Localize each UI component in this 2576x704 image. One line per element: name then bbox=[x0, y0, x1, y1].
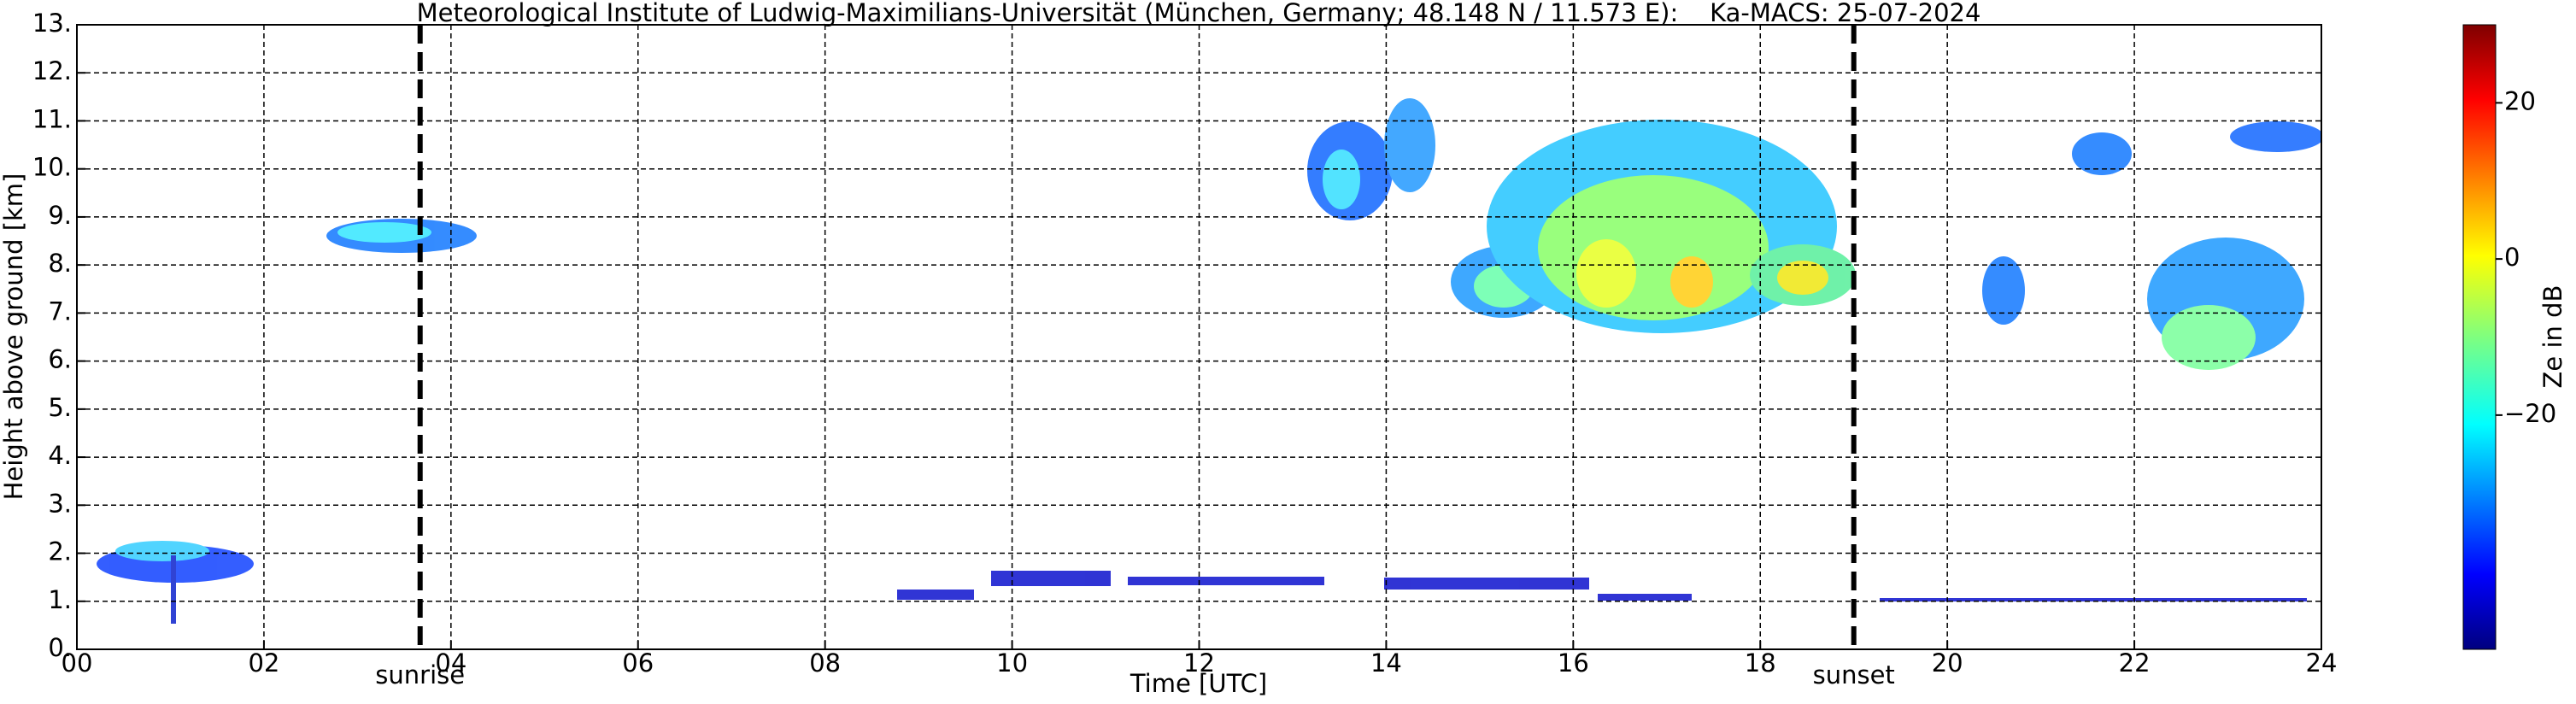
y-tick-label: 12. bbox=[32, 56, 72, 85]
colorbar-tick-label: −20 bbox=[2504, 399, 2556, 428]
y-tick-label: 5. bbox=[48, 393, 72, 422]
x-tick-label: 08 bbox=[809, 648, 841, 678]
y-tick-label: 7. bbox=[48, 296, 72, 326]
reflectivity-field bbox=[97, 98, 2321, 624]
y-tick-label: 11. bbox=[32, 104, 72, 133]
y-tick-label: 0. bbox=[48, 633, 72, 662]
colorbar bbox=[2462, 24, 2497, 650]
x-tick-label: 10 bbox=[996, 648, 1028, 678]
x-tick-label: 14 bbox=[1370, 648, 1402, 678]
x-tick-label: 12 bbox=[1183, 648, 1215, 678]
colorbar-label: Ze in dB bbox=[2538, 285, 2567, 389]
y-tick-label: 3. bbox=[48, 489, 72, 518]
y-tick-label: 13. bbox=[32, 9, 72, 38]
chart-title: Meteorological Institute of Ludwig-Maxim… bbox=[417, 0, 1981, 27]
y-tick-label: 2. bbox=[48, 537, 72, 566]
y-tick-label: 4. bbox=[48, 441, 72, 470]
y-tick-label: 1. bbox=[48, 585, 72, 614]
x-tick-label: 20 bbox=[1932, 648, 1963, 678]
y-tick-label: 8. bbox=[48, 249, 72, 278]
y-tick-label: 9. bbox=[48, 201, 72, 230]
annotation-label: sunrise bbox=[375, 660, 465, 689]
x-tick-label: 22 bbox=[2119, 648, 2151, 678]
annotation-label: sunset bbox=[1813, 660, 1895, 689]
x-tick-label: 24 bbox=[2306, 648, 2338, 678]
x-tick-label: 18 bbox=[1745, 648, 1776, 678]
x-tick-label: 06 bbox=[622, 648, 654, 678]
x-axis-label: Time [UTC] bbox=[1130, 669, 1267, 698]
y-tick-label: 6. bbox=[48, 345, 72, 374]
x-tick-label: 16 bbox=[1558, 648, 1589, 678]
y-axis-label: Height above ground [km] bbox=[0, 173, 28, 501]
colorbar-tick-label: 20 bbox=[2504, 86, 2536, 115]
colorbar-tick-label: 0 bbox=[2504, 243, 2520, 272]
x-tick-label: 00 bbox=[62, 648, 93, 678]
x-tick-label: 04 bbox=[435, 648, 466, 678]
x-tick-label: 02 bbox=[248, 648, 279, 678]
y-tick-label: 10. bbox=[32, 153, 72, 182]
